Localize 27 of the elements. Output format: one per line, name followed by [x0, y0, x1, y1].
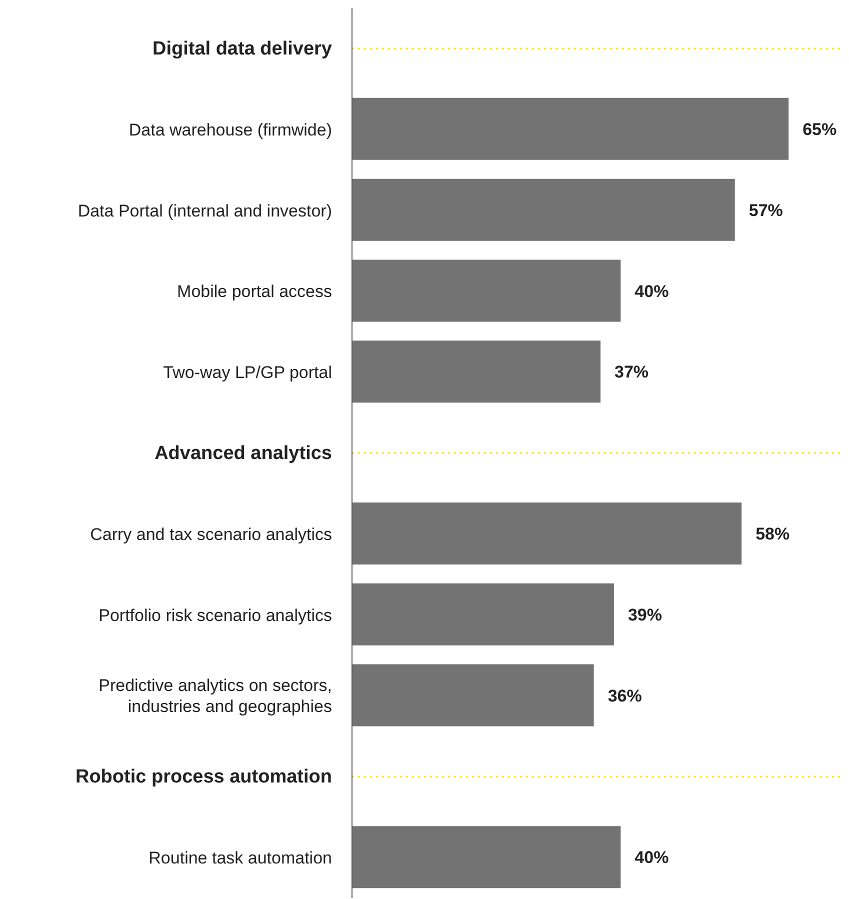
y-tick-label: Two-way LP/GP portal [163, 362, 332, 382]
data-label: 40% [634, 848, 669, 868]
y-tick-label: Data warehouse (firmwide) [128, 120, 332, 139]
y-tick-label: Advanced analytics [154, 442, 332, 464]
data-label: 37% [614, 362, 649, 382]
data-label: 65% [802, 120, 837, 139]
y-tick-label: Digital data delivery [152, 38, 332, 59]
y-tick-label: Data Portal (internal and investor) [78, 200, 332, 220]
y-tick-label: Mobile portal access [177, 282, 332, 301]
bar [352, 260, 621, 322]
bar [352, 340, 601, 403]
y-tick-label: Routine task automation [148, 848, 332, 868]
bar [352, 178, 735, 241]
data-label: 40% [634, 282, 669, 301]
bar [352, 98, 789, 160]
data-label: 36% [608, 686, 642, 706]
bar [352, 826, 621, 888]
data-label: 39% [628, 605, 662, 624]
y-tick-label: Predictive analytics on sectors, industries and geographies [98, 676, 332, 716]
y-tick-label: Portfolio risk scenario analytics [98, 605, 332, 624]
bar [352, 583, 614, 646]
data-label: 58% [756, 524, 790, 544]
y-tick-label: Robotic process automation [75, 766, 332, 788]
bar [352, 502, 742, 564]
y-tick-label: Carry and tax scenario analytics [90, 524, 332, 544]
bar [352, 664, 594, 726]
data-label: 57% [748, 200, 783, 220]
